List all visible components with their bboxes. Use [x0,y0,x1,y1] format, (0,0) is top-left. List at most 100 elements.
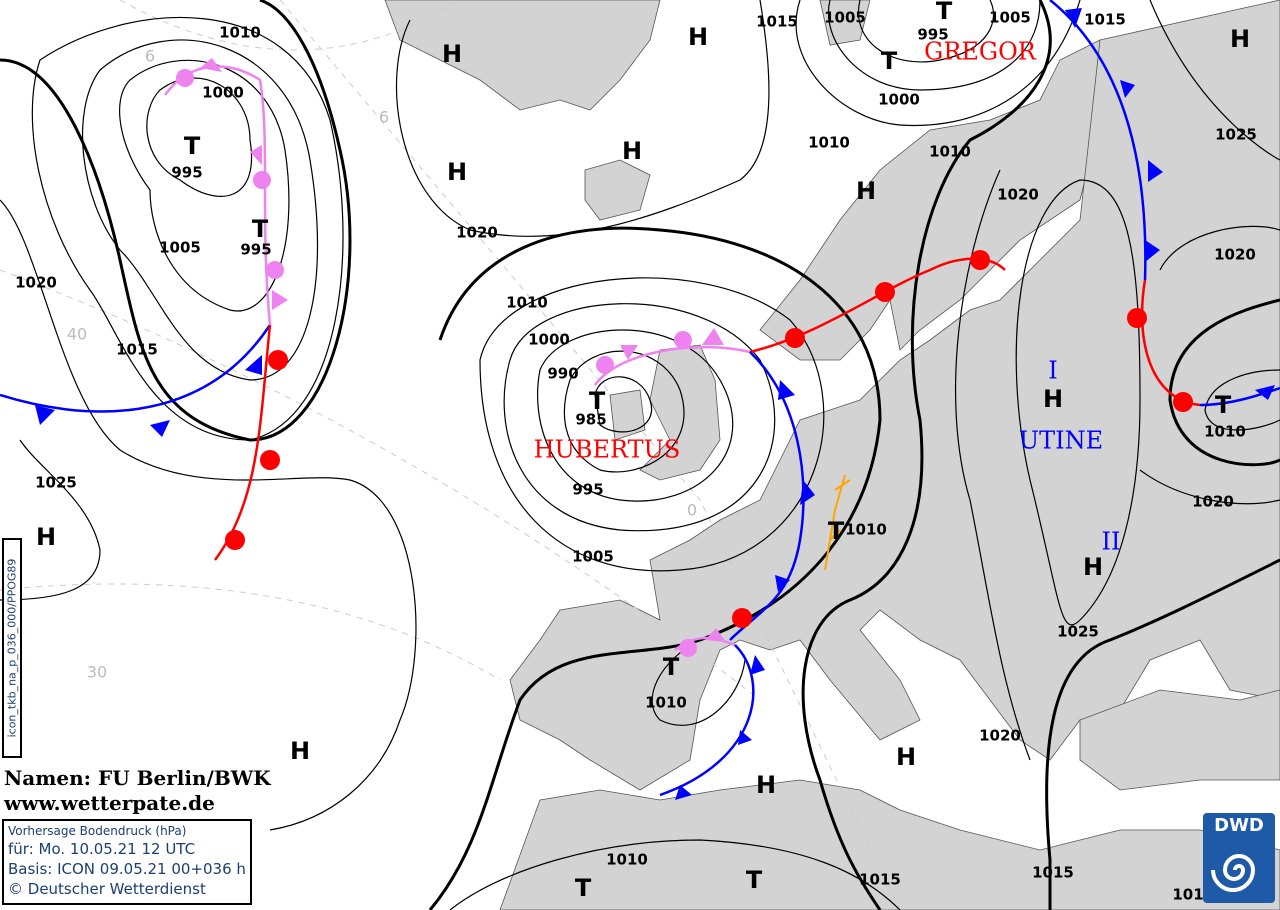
dwd-logo-text: DWD [1214,815,1264,836]
cold-front-symbol [1145,240,1160,262]
cold-front-symbol [150,420,170,437]
isobar [0,199,417,831]
isobar-label: 1020 [1214,246,1256,264]
info-valid-time: für: Mo. 10.05.21 12 UTC [8,840,196,858]
occlusion-symbol [176,69,194,87]
info-copyright: © Deutscher Wetterdienst [8,880,206,898]
cold-front-symbol [245,355,262,375]
isobar-label: 995 [240,241,271,259]
graticule-label: 0 [687,501,697,520]
isobar-label: 995 [572,481,603,499]
forecast-info-box: Vorhersage Bodendruck (hPa) für: Mo. 10.… [2,819,252,905]
cold-front-symbol [738,730,752,745]
graticule-line [0,269,761,701]
trough-line [824,474,851,571]
occluded-front [163,65,272,326]
isobar [503,303,776,532]
system-name: II [1102,528,1121,556]
isobar [428,226,882,910]
isobar-label: 995 [171,164,202,182]
isobar-label: 1020 [979,727,1021,745]
credit-names: Namen: FU Berlin/BWK [4,766,271,790]
cold-front [659,644,755,797]
high-pressure-center: H [622,137,642,165]
cold-front [1199,386,1280,407]
isobar [537,329,734,502]
cold-front-symbol [778,380,795,400]
dwd-logo: DWD [1203,813,1275,903]
occlusion-symbol [674,331,692,349]
isobar-label: 995 [917,26,948,44]
isobar-label: 1010 [1204,423,1246,441]
credit-url[interactable]: www.wetterpate.de [4,791,215,815]
isobar [1168,298,1280,467]
graticule-label: 6 [379,108,389,127]
occlusion-symbol [272,290,288,310]
warm-front-symbol [785,328,805,348]
occlusion-symbol [620,345,638,360]
continental-europe [509,0,1280,791]
cold-front-symbol [775,575,790,592]
isobar-label: 1000 [528,331,570,349]
occlusion-symbol [679,639,697,657]
isobar [0,439,101,601]
isobar-label: 1020 [1192,493,1234,511]
isobar-label: 985 [575,411,606,429]
isobar-label: 1015 [756,13,798,31]
isobar-label: 1025 [35,474,77,492]
cold-front [0,324,272,413]
graticule-label: 40 [67,325,87,344]
isobar [146,77,253,197]
low-pressure-center: T [252,215,269,243]
isobar [449,839,901,910]
credit-block: Namen: FU Berlin/BWK www.wetterpate.de [4,766,271,816]
isobar [81,39,319,381]
isobar-label: 1010 [845,521,887,539]
graticule [0,0,901,910]
cold-front-symbol [35,405,55,425]
isobar [1139,469,1280,505]
front-symbols [35,8,1275,800]
info-title: Vorhersage Bodendruck (hPa) [8,824,187,838]
occlusion-symbol [200,58,222,72]
system-name: UTINE [1019,427,1103,455]
isobar-label: 1010 [506,294,548,312]
isobar [801,0,1052,910]
isobar-label: 1005 [824,9,866,27]
occlusion-symbol [702,328,724,345]
high-pressure-center: H [1043,385,1063,413]
high-pressure-center: H [1230,25,1250,53]
isobar-label: 1025 [1215,126,1257,144]
isobar [827,0,1041,91]
cold-front-symbol [750,655,765,675]
cold-front-symbol [1120,80,1135,98]
occlusion-symbol [596,356,614,374]
high-pressure-center: H [442,40,462,68]
graticule-line [0,583,501,681]
isobar [1015,179,1141,626]
isobar [1149,0,1280,161]
warm-front-symbol [260,450,280,470]
isobar [119,59,290,312]
low-pressure-center: T [575,874,592,902]
isobar-label: 1010 [606,851,648,869]
isobar [857,0,994,63]
isobar [651,639,746,726]
greenland [384,0,661,111]
iceland [584,159,651,221]
graticule-line [279,0,901,910]
isobar-label: 1000 [878,91,920,109]
isobar-label: 1020 [15,274,57,292]
isobar-label: 1015 [1032,864,1074,882]
isobar-label: 990 [547,365,578,383]
occlusion-symbol [250,145,262,165]
warm-front-symbol [225,530,245,550]
isobar [594,376,653,433]
low-pressure-center: T [746,866,763,894]
product-code-box: icon_tkb_na_p_036_000/PPOG89 [2,538,22,758]
warm-front-symbol [268,350,288,370]
isobar [0,0,352,442]
graticule-line [119,0,461,51]
high-pressure-center: H [896,743,916,771]
